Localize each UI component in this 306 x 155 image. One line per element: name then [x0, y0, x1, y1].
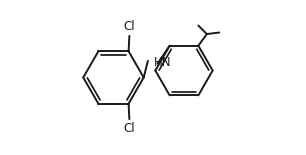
Text: Cl: Cl	[124, 20, 135, 33]
Text: Cl: Cl	[124, 122, 135, 135]
Text: HN: HN	[154, 56, 171, 69]
